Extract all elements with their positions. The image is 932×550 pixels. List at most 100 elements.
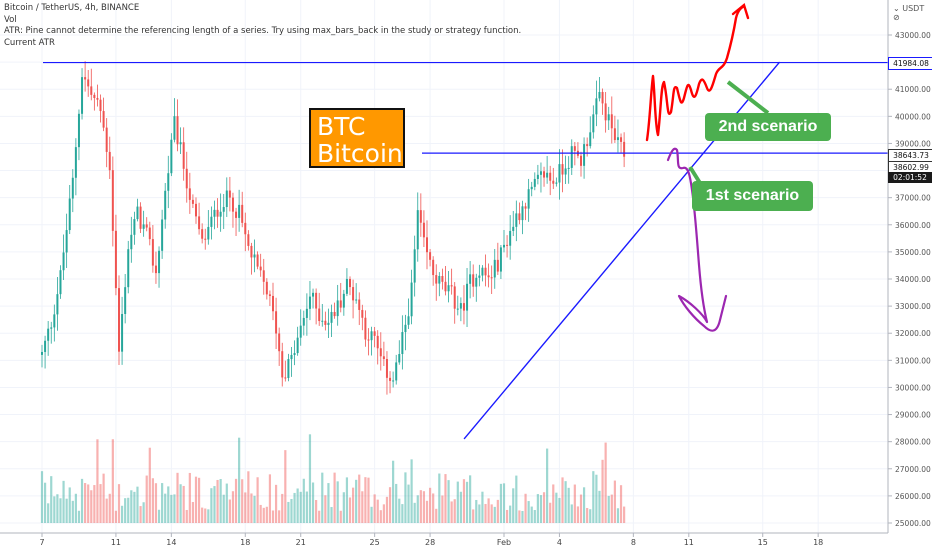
volume-bar: [355, 479, 358, 523]
candle-body: [44, 340, 47, 352]
candle-body: [293, 353, 296, 355]
volume-bar: [469, 475, 472, 523]
volume-bar: [62, 480, 65, 523]
candle-body: [99, 99, 102, 112]
candle-body: [281, 351, 284, 378]
time-axis[interactable]: 7 11 14 18 21 25 28 Feb 4 8 11 15 18: [0, 532, 888, 547]
btc-bitcoin-label-box[interactable]: BTC Bitcoin: [309, 108, 405, 168]
candle-body: [426, 237, 428, 253]
volume-bar: [321, 472, 324, 523]
candle-body: [398, 354, 401, 363]
price-tick-label: 36000.00: [895, 221, 931, 230]
candle-body: [176, 116, 179, 145]
volume-bar: [345, 477, 349, 523]
candle-body: [616, 137, 619, 141]
candle-body: [543, 171, 546, 178]
candle-body: [145, 224, 148, 228]
volume-bar: [604, 442, 607, 523]
volume-bar: [296, 488, 299, 523]
time-tick-label: 18: [813, 538, 823, 547]
candle-body: [349, 278, 351, 288]
price-tick-label: 43000.00: [895, 31, 931, 40]
candle-body: [84, 77, 87, 80]
volume-bar: [74, 493, 77, 523]
currency-selector[interactable]: ⌄ USDT ⊘: [893, 4, 925, 22]
volume-bar: [222, 494, 225, 523]
current-atr-label[interactable]: Current ATR: [4, 37, 55, 48]
volume-study-label[interactable]: Vol: [4, 14, 17, 25]
candle-body: [74, 147, 77, 178]
symbol-title[interactable]: Bitcoin / TetherUS, 4h, BINANCE: [4, 3, 140, 13]
volume-bar: [530, 506, 533, 523]
candle-body: [475, 277, 478, 287]
candle-body: [598, 91, 601, 99]
candle-body: [284, 377, 287, 379]
volume-bar: [142, 502, 145, 523]
candle-body: [265, 281, 268, 295]
first-scenario-label[interactable]: 1st scenario: [692, 181, 813, 211]
volume-bar: [502, 483, 506, 523]
volume-bar: [592, 471, 595, 523]
candle-body: [179, 142, 182, 145]
candle-body: [429, 252, 432, 260]
price-axis[interactable]: 25000.00 26000.00 27000.00 28000.00 29000.00…: [887, 0, 932, 550]
candle-body: [487, 275, 490, 278]
candle-body: [610, 114, 613, 129]
volume-bar: [167, 486, 170, 523]
candle-body: [503, 244, 505, 248]
volume-bar: [84, 483, 87, 523]
price-tick-label: 35000.00: [895, 248, 931, 257]
volume-bar: [472, 509, 475, 523]
volume-bar: [564, 481, 567, 523]
second-scenario-label[interactable]: 2nd scenario: [705, 113, 831, 141]
volume-bar: [428, 487, 432, 523]
candle-body: [342, 293, 345, 308]
bearish-scenario-path: [666, 147, 728, 332]
volume-bar: [336, 481, 339, 523]
candle-body: [259, 266, 262, 271]
volume-bar: [154, 483, 158, 523]
volume-bar: [462, 479, 466, 523]
volume-bar: [191, 502, 195, 523]
candle-body: [315, 292, 318, 309]
candle-body: [228, 190, 231, 198]
volume-bar: [327, 483, 330, 523]
candle-body: [416, 210, 419, 250]
volume-bar: [148, 447, 151, 523]
candle-body: [379, 348, 382, 357]
candle-body: [170, 139, 173, 174]
drawing-overlays: [43, 2, 888, 440]
candle-body: [352, 287, 355, 301]
volume-bar: [151, 478, 154, 523]
volume-bar: [379, 510, 382, 523]
candle-body: [481, 267, 484, 276]
candle-body: [478, 275, 481, 278]
volume-bar: [290, 498, 293, 523]
volume-bar: [161, 483, 164, 523]
candle-body: [546, 172, 549, 178]
volume-bar: [225, 483, 228, 523]
candle-body: [613, 128, 616, 141]
candle-body: [527, 189, 530, 209]
volume-bar: [598, 490, 601, 523]
volume-bar: [527, 501, 530, 523]
price-tick-label: 32000.00: [895, 329, 931, 338]
volume-bar: [194, 476, 198, 523]
volume-bar: [459, 491, 462, 523]
volume-bar: [330, 507, 333, 523]
candle-body: [589, 132, 592, 147]
volume-bar: [422, 491, 426, 523]
volume-bar: [407, 484, 410, 523]
volume-bar: [278, 510, 281, 523]
bullish-scenario-path: [645, 4, 746, 142]
volume-bar: [444, 474, 447, 523]
candle-body: [490, 277, 493, 279]
volume-bar: [77, 510, 81, 523]
time-tick-label: 25: [370, 538, 380, 547]
chart-legend: Bitcoin / TetherUS, 4h, BINANCE Vol ATR:…: [4, 3, 521, 49]
volume-bar: [481, 491, 484, 523]
candle-body: [580, 155, 582, 166]
candle-body: [118, 288, 120, 352]
candle-body: [385, 359, 388, 378]
